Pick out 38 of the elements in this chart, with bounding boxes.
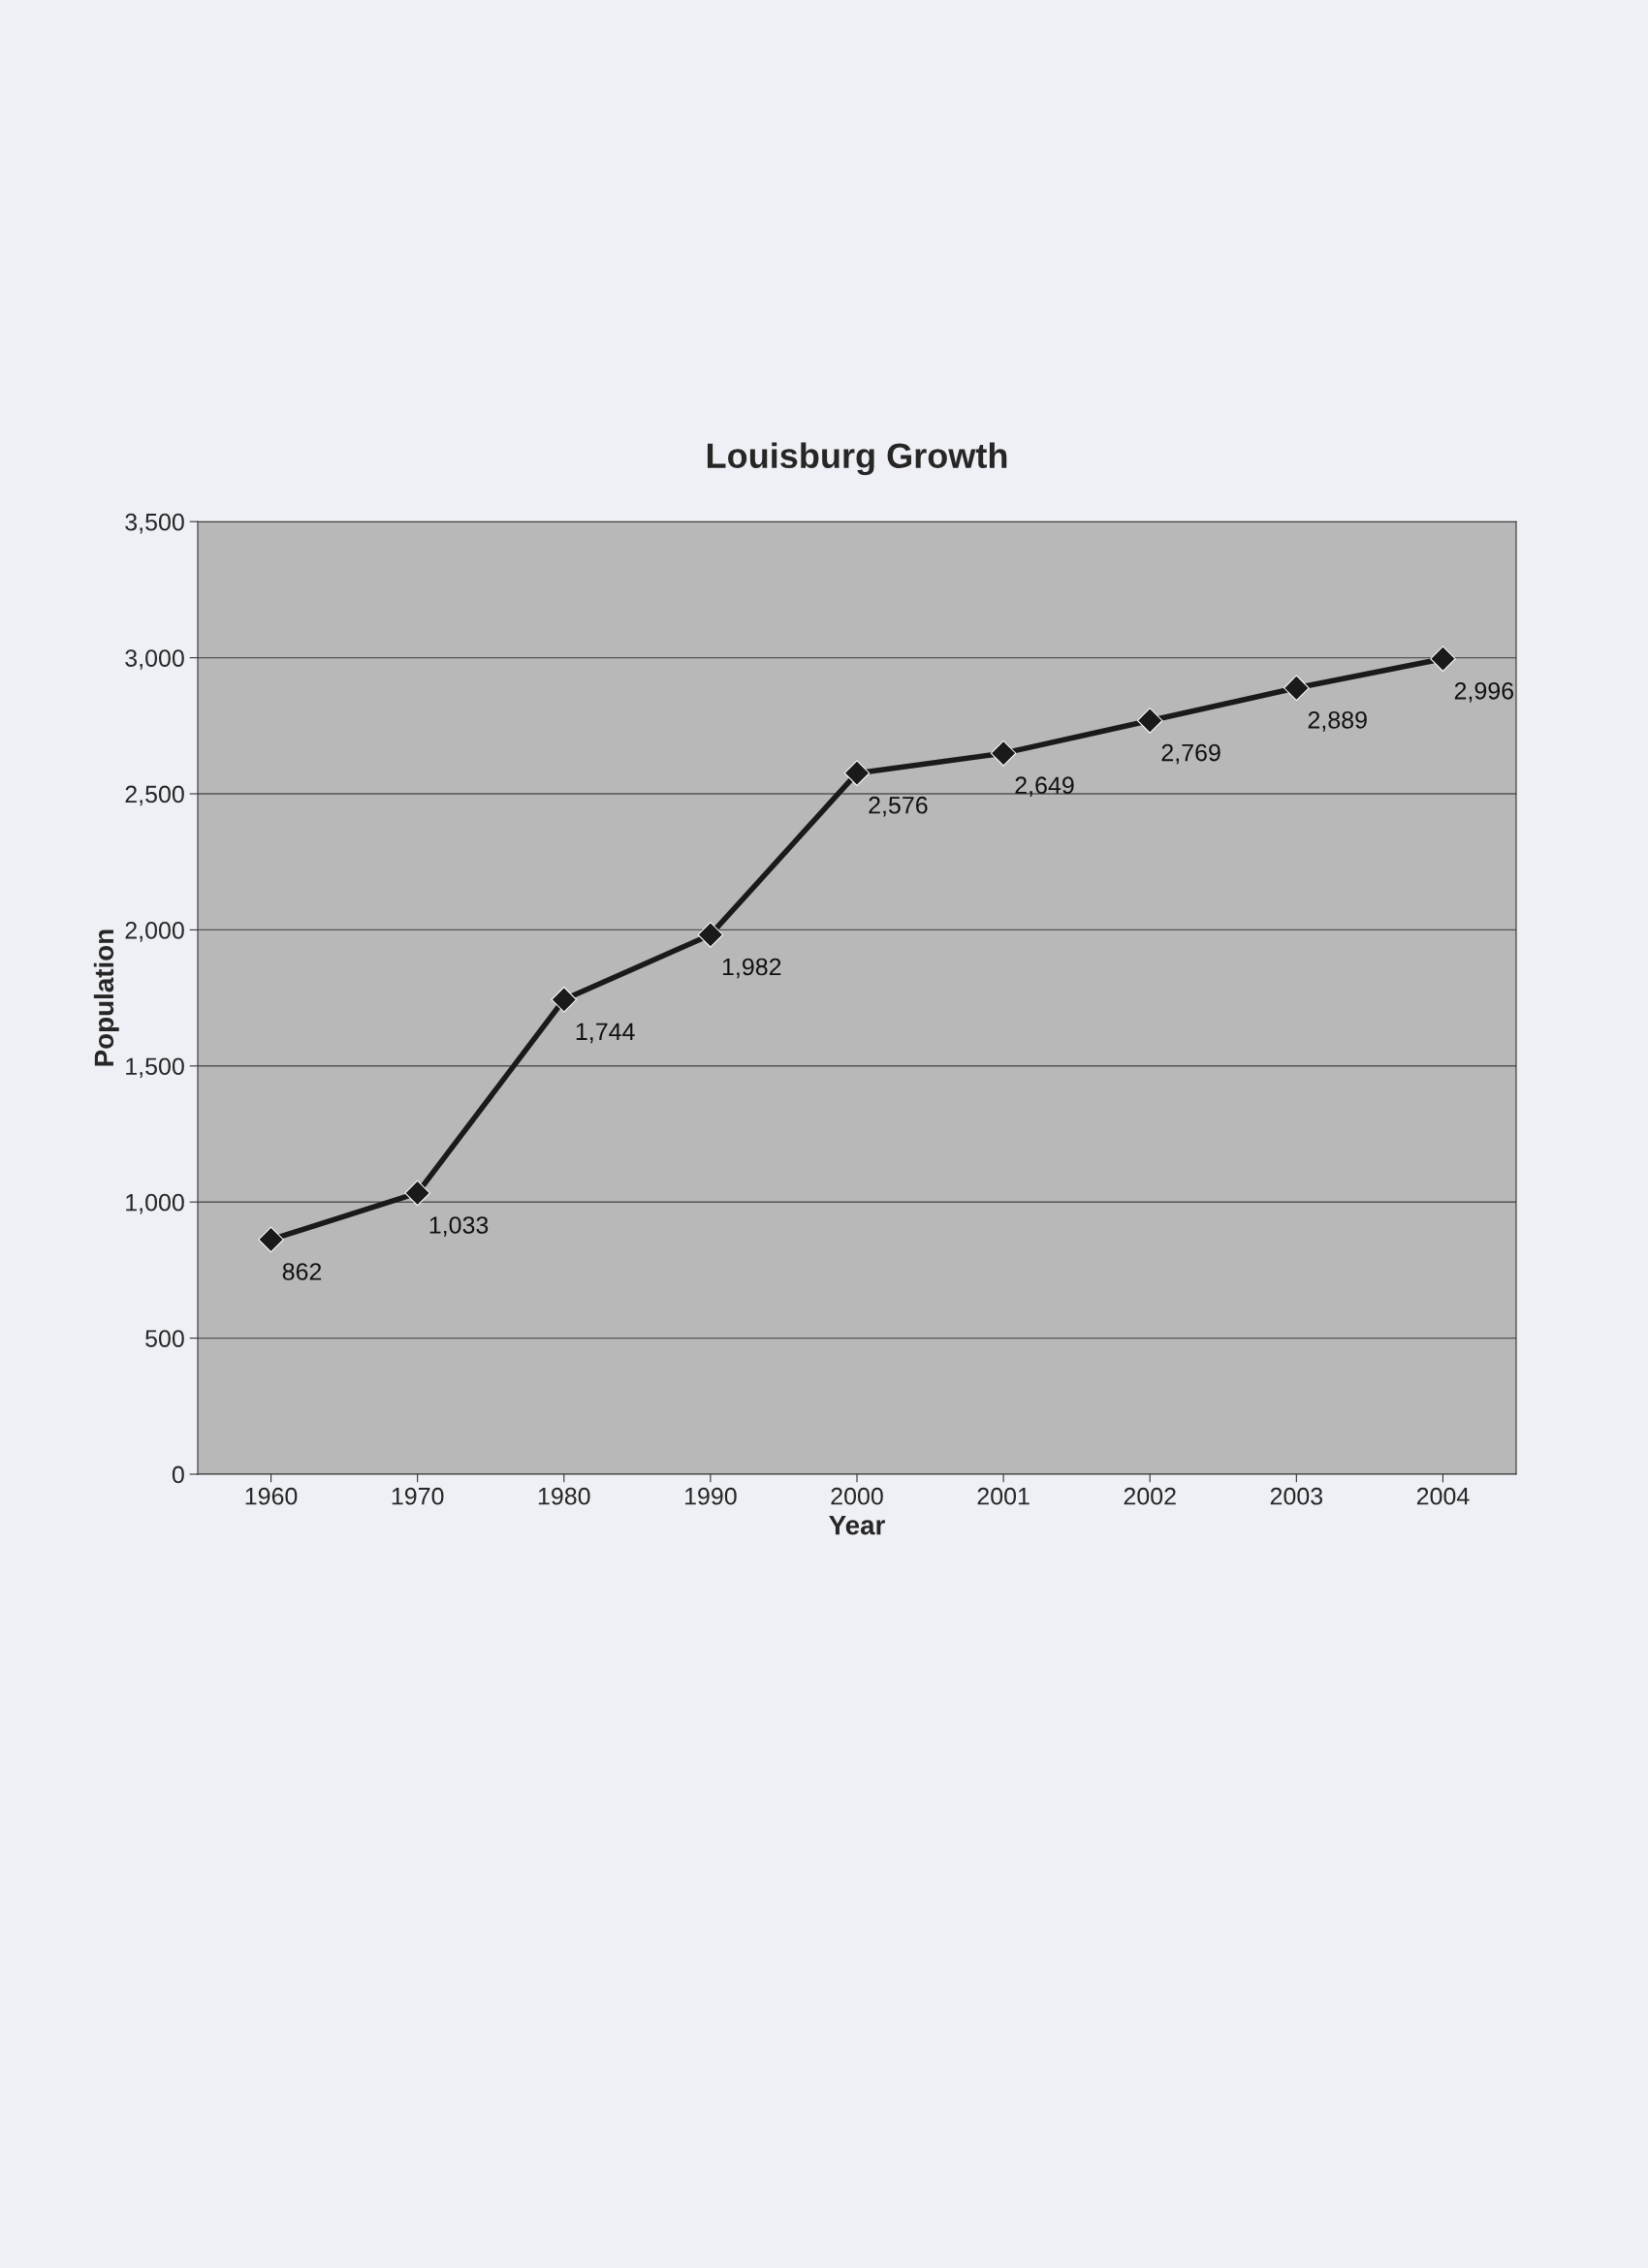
x-tick-label: 1980 <box>538 1487 590 1505</box>
y-tick-label: 3,000 <box>125 649 184 670</box>
y-axis-title: Population <box>93 929 119 1066</box>
y-tick-label: 2,000 <box>125 922 184 942</box>
x-tick-label: 2004 <box>1416 1487 1470 1505</box>
data-label: 2,649 <box>1015 776 1074 798</box>
data-label: 862 <box>282 1263 322 1280</box>
y-tick-label: 2,500 <box>125 785 184 806</box>
point <box>1430 646 1456 673</box>
y-tick-label: 0 <box>172 1465 184 1484</box>
point <box>697 922 724 948</box>
point <box>551 987 578 1013</box>
chart-title: Louisburg Growth <box>707 442 1007 476</box>
x-tick-label: 1960 <box>245 1487 298 1505</box>
data-label: 2,996 <box>1454 681 1514 703</box>
point <box>1136 708 1163 734</box>
point <box>404 1180 430 1207</box>
x-tick-label: 2000 <box>831 1487 883 1505</box>
point <box>990 740 1017 767</box>
x-tick-label: 2001 <box>977 1487 1030 1505</box>
y-tick-label: 1,500 <box>126 1057 184 1079</box>
data-label: 1,744 <box>576 1023 635 1044</box>
point <box>843 760 871 786</box>
x-tick-label: 2003 <box>1270 1487 1323 1505</box>
x-tick-label: 2002 <box>1124 1487 1176 1505</box>
y-tick-label: 1,000 <box>126 1193 184 1214</box>
x-axis-title: Year <box>829 1516 885 1535</box>
data-label: 1,033 <box>429 1216 489 1237</box>
data-label: 1,982 <box>722 958 781 979</box>
point <box>258 1226 284 1253</box>
x-tick-label: 1970 <box>392 1487 444 1505</box>
data-label: 2,576 <box>869 796 928 817</box>
point <box>1284 675 1310 702</box>
y-tick-label: 3,500 <box>125 513 184 534</box>
data-label: 2,889 <box>1308 710 1367 732</box>
data-label: 2,769 <box>1161 743 1220 765</box>
x-tick-label: 1990 <box>684 1487 737 1505</box>
y-tick-label: 500 <box>145 1330 184 1347</box>
